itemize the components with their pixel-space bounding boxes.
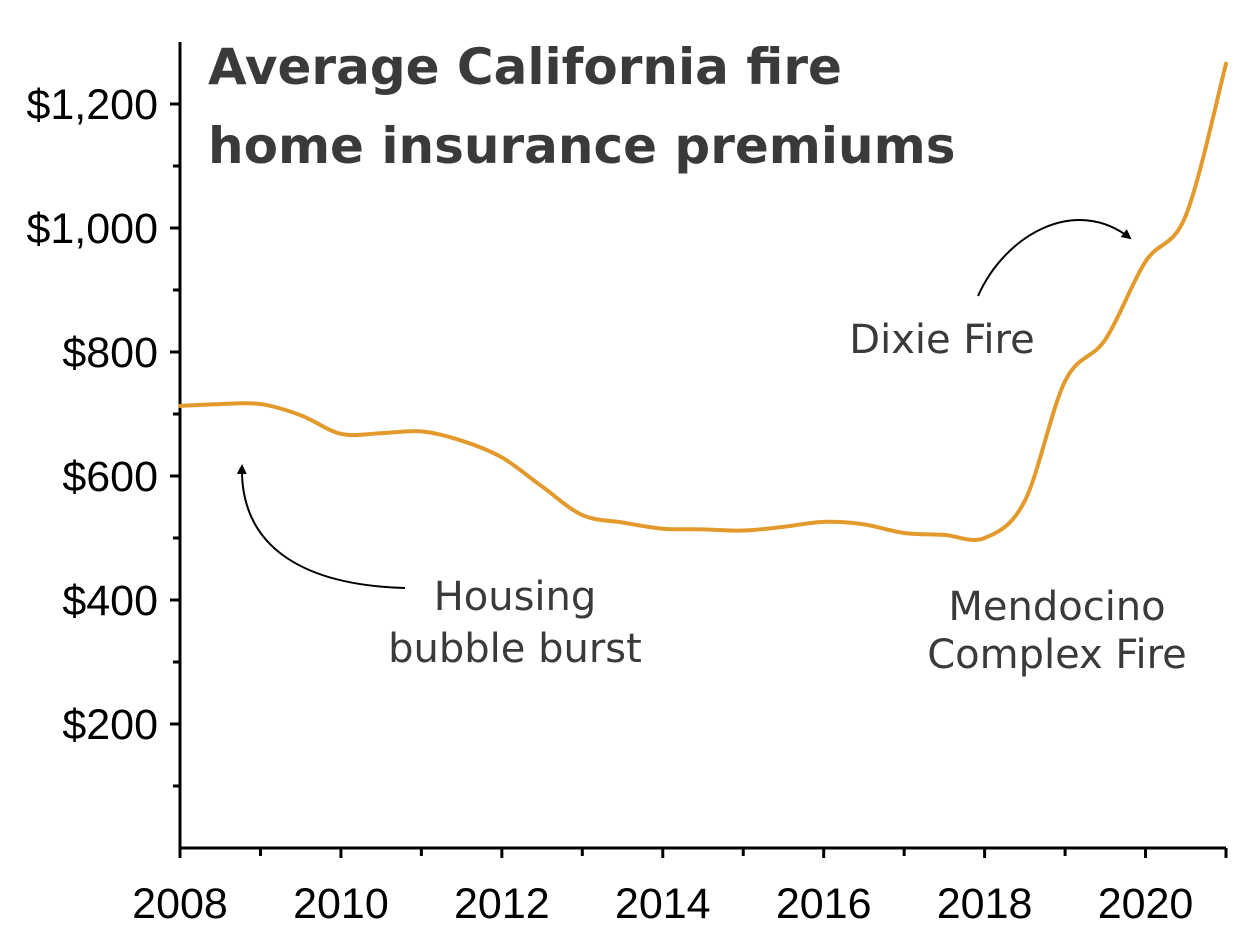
x-tick-label: 2010 (293, 880, 389, 928)
chart-title-line-2: home insurance premiums (208, 117, 955, 175)
x-tick-label: 2014 (615, 880, 711, 928)
annotations: Housing bubble burst Mendocino Complex F… (236, 219, 1187, 678)
x-tick-label: 2008 (132, 880, 228, 928)
annotation-dixie-line-1: Dixie Fire (849, 317, 1034, 363)
annotation-mendocino-line-1: Mendocino (948, 584, 1165, 630)
series-group (178, 61, 1228, 543)
y-tick-label: $400 (62, 577, 158, 625)
y-tick-label: $600 (62, 453, 158, 501)
x-tick-label: 2012 (454, 880, 550, 928)
dixie-arrow (977, 219, 1132, 297)
housing-arrow (236, 464, 406, 589)
y-tick-label: $800 (62, 329, 158, 377)
y-tick-label: $1,000 (26, 205, 158, 253)
x-tick-label: 2020 (1098, 880, 1194, 928)
chart-title-line-1: Average California fire (208, 38, 842, 96)
y-tick-label: $200 (62, 701, 158, 749)
annotation-housing-line-2: bubble burst (388, 626, 642, 672)
y-tick-label: $1,200 (26, 81, 158, 129)
x-axis-ticks: 2008 2010 2012 2014 2016 2018 2020 (132, 848, 1228, 928)
y-axis-ticks: $200 $400 $600 $800 $1,000 $1,200 (26, 81, 180, 788)
annotation-mendocino-line-2: Complex Fire (927, 632, 1187, 678)
series-line (178, 61, 1228, 543)
axes (178, 42, 1226, 850)
annotation-housing-line-1: Housing (434, 574, 597, 620)
x-tick-label: 2016 (776, 880, 872, 928)
chart-title: Average California fire home insurance p… (208, 38, 955, 175)
x-tick-label: 2018 (937, 880, 1033, 928)
